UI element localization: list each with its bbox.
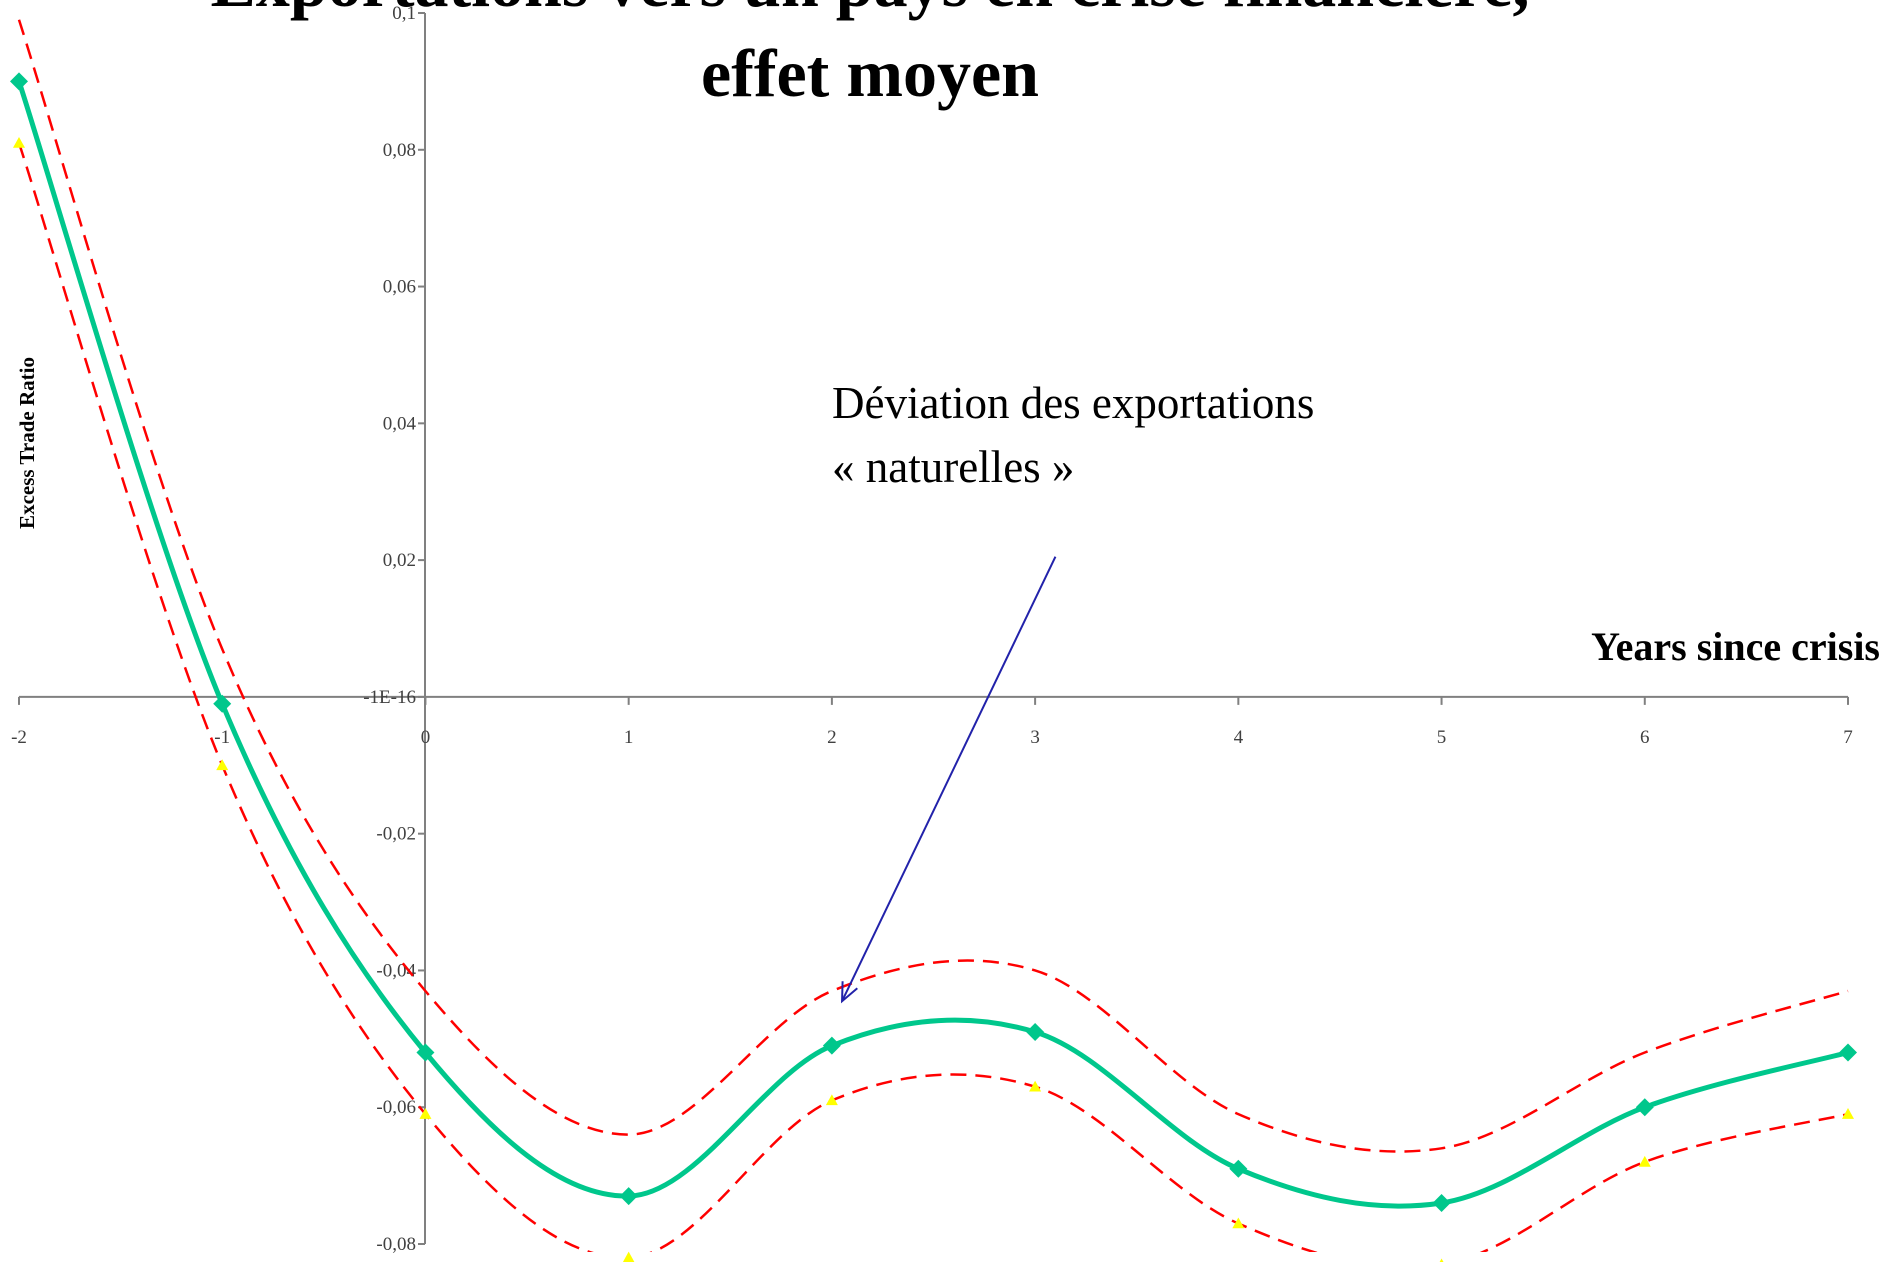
y-tick-label: 0,06 [383,277,416,298]
point-estimate [1229,1159,1248,1178]
point-estimate [1839,1043,1857,1062]
series-line-upper-bound [17,19,1849,1153]
point-lower-bound [622,1251,635,1262]
x-tick-label: 0 [421,727,431,748]
point-estimate [1635,1098,1654,1117]
annotation-line-2: « naturelles » [832,442,1074,492]
y-tick-label: 0,04 [383,413,417,434]
x-tick-label: 6 [1640,727,1650,748]
y-tick-label: 0,1 [392,3,416,24]
annotation-arrow-shaft [841,556,1057,1002]
series-group [16,19,1849,1252]
annotation-arrow-group [840,556,1057,1004]
y-tick-label: 0,08 [383,140,416,161]
point-lower-bound [216,759,229,771]
y-tick-label: -0,08 [376,1234,416,1255]
y-tick-label: -0,06 [376,1097,416,1118]
annotation-arrow-head [840,981,858,1004]
x-tick-label: 7 [1843,727,1853,748]
point-estimate [1026,1022,1045,1041]
x-tick-label: 5 [1437,727,1447,748]
point-estimate [1432,1193,1451,1212]
chart-title-line-1: Exportations vers un pays en crise finan… [210,0,1529,21]
point-estimate [416,1043,435,1062]
y-tick-label: -0,02 [376,824,416,845]
series-line-estimate [16,80,1849,1209]
point-lower-bound [1439,1258,1444,1262]
x-tick-label: 1 [624,727,634,748]
point-lower-bound [825,1094,838,1106]
series-line-lower-bound [17,142,1849,1252]
x-tick-label: -1 [214,727,230,748]
markers-group [10,72,1857,1262]
point-lower-bound [1232,1217,1245,1229]
point-lower-bound [1842,1108,1854,1119]
point-estimate [10,72,28,91]
x-tick-label: 4 [1234,727,1244,748]
x-axis-label: Years since crisis [1591,624,1880,669]
y-tick-label: -0,04 [376,960,416,981]
point-lower-bound [1029,1080,1042,1092]
point-estimate [619,1187,638,1206]
y-tick-label: 0,02 [383,550,416,571]
axes: 0,1 0,08 0,06 0,04 0,02 -1E-16 -0,02 -0,04 -0,06… [11,3,1853,1255]
x-tick-label: -2 [11,727,27,748]
point-estimate [213,694,232,713]
point-estimate [822,1036,841,1055]
y-axis-label: Excess Trade Ratio [15,357,39,529]
x-tick-label: 3 [1030,727,1040,748]
annotation-line-1: Déviation des exportations [832,378,1314,428]
point-lower-bound [13,136,25,148]
x-tick-label: 2 [827,727,837,748]
y-tick-label: -1E-16 [363,687,416,708]
point-lower-bound [1638,1155,1651,1167]
chart-title-line-2: effet moyen [701,35,1039,111]
point-lower-bound [419,1108,432,1119]
